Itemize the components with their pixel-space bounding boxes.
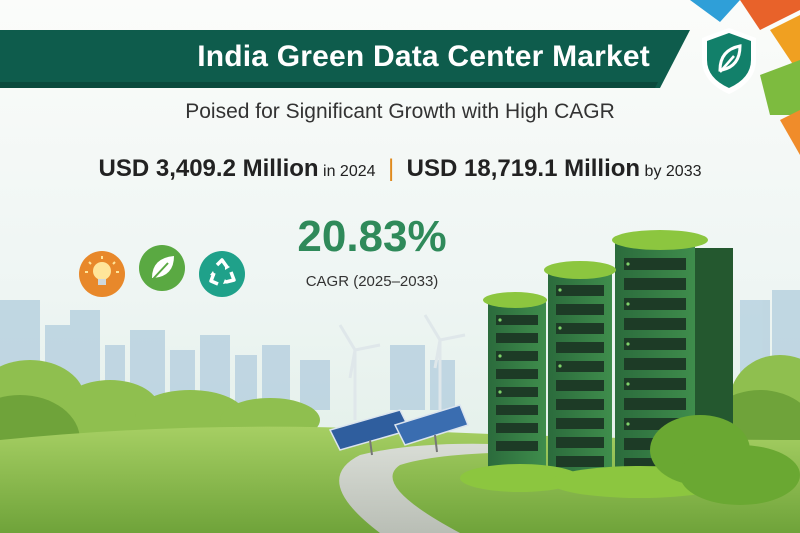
stats-separator: |: [387, 155, 395, 182]
shield-leaf-icon: [702, 28, 756, 94]
leaf-icon: [139, 245, 185, 291]
market-size-line: USD 3,409.2 Million in 2024 | USD 18,719…: [0, 155, 800, 183]
value-2024: USD 3,409.2 Million: [98, 155, 319, 182]
year-2033-label: by 2033: [644, 163, 702, 180]
page-title: India Green Data Center Market: [197, 40, 650, 73]
page-subtitle: Poised for Significant Growth with High …: [185, 100, 615, 123]
year-2024-label: in 2024: [323, 163, 376, 180]
cagr-label: CAGR (2025–2033): [305, 273, 439, 290]
value-2033: USD 18,719.1 Million: [406, 155, 641, 182]
lightbulb-icon: [79, 251, 125, 297]
title-banner: [0, 30, 690, 88]
cagr-value: 20.83%: [297, 212, 447, 261]
recycle-icon: [199, 251, 245, 297]
